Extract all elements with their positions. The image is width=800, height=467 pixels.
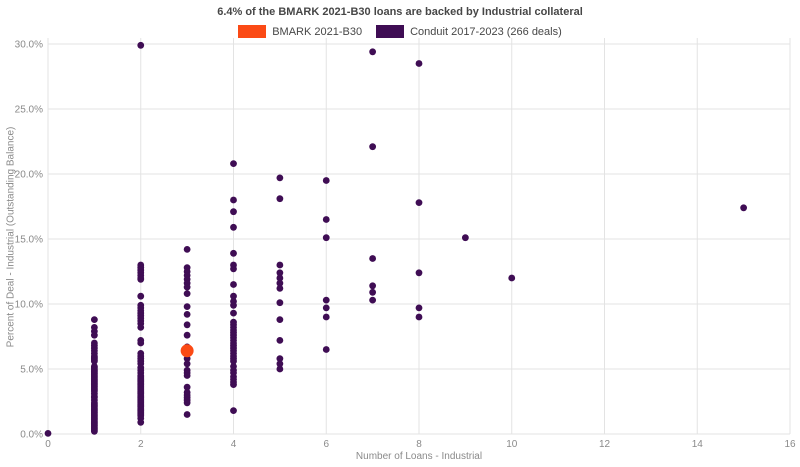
conduit-data-point[interactable] <box>137 324 145 331</box>
conduit-data-point[interactable] <box>369 282 377 290</box>
conduit-data-point[interactable] <box>322 346 330 353</box>
x-tick-label: 8 <box>416 439 422 450</box>
conduit-data-point[interactable] <box>137 292 145 300</box>
legend: BMARK 2021-B30 Conduit 2017-2023 (266 de… <box>0 25 800 38</box>
y-tick-label: 30.0% <box>15 40 43 51</box>
conduit-data-point[interactable] <box>369 48 377 56</box>
conduit-data-point[interactable] <box>322 234 330 242</box>
conduit-data-point[interactable] <box>415 269 423 277</box>
conduit-data-point[interactable] <box>137 41 145 49</box>
conduit-data-point[interactable] <box>183 360 191 368</box>
conduit-data-point[interactable] <box>137 418 145 426</box>
conduit-data-point[interactable] <box>415 313 423 321</box>
x-tick-label: 12 <box>599 439 611 450</box>
legend-item-bmark[interactable]: BMARK 2021-B30 <box>238 25 362 38</box>
legend-label-conduit: Conduit 2017-2023 (266 deals) <box>410 25 562 38</box>
conduit-data-point[interactable] <box>369 255 377 262</box>
conduit-data-point[interactable] <box>322 177 330 184</box>
conduit-data-point[interactable] <box>183 321 191 329</box>
conduit-data-point[interactable] <box>230 407 237 414</box>
y-tick-label: 5.0% <box>20 365 43 376</box>
legend-label-bmark: BMARK 2021-B30 <box>272 25 363 38</box>
conduit-data-point[interactable] <box>230 301 237 309</box>
conduit-data-point[interactable] <box>230 381 237 388</box>
conduit-data-point[interactable] <box>137 275 145 283</box>
conduit-data-point[interactable] <box>276 285 284 292</box>
conduit-data-point[interactable] <box>183 383 191 391</box>
conduit-data-point[interactable] <box>461 234 469 242</box>
conduit-data-point[interactable] <box>276 279 284 287</box>
conduit-data-point[interactable] <box>276 355 284 362</box>
x-tick-label: 16 <box>784 439 796 450</box>
conduit-data-point[interactable] <box>276 299 284 307</box>
conduit-data-point[interactable] <box>369 288 377 296</box>
conduit-data-point[interactable] <box>183 411 191 418</box>
conduit-data-point[interactable] <box>183 290 191 297</box>
chart-title: 6.4% of the BMARK 2021-B30 loans are bac… <box>217 6 583 18</box>
conduit-data-point[interactable] <box>183 372 191 379</box>
conduit-data-point[interactable] <box>90 428 98 435</box>
conduit-data-point[interactable] <box>369 143 377 151</box>
conduit-data-point[interactable] <box>322 304 330 312</box>
conduit-data-point[interactable] <box>322 216 330 223</box>
conduit-data-point[interactable] <box>44 429 52 437</box>
x-tick-label: 2 <box>138 439 144 450</box>
conduit-data-point[interactable] <box>508 274 516 282</box>
x-tick-label: 10 <box>506 439 518 450</box>
conduit-data-point[interactable] <box>137 339 145 347</box>
conduit-data-point[interactable] <box>415 199 423 207</box>
conduit-data-point[interactable] <box>740 204 748 212</box>
y-tick-label: 15.0% <box>15 235 43 246</box>
conduit-data-point[interactable] <box>276 316 284 323</box>
conduit-data-point[interactable] <box>322 313 330 321</box>
conduit-data-point[interactable] <box>183 303 191 310</box>
conduit-data-point[interactable] <box>276 274 284 282</box>
conduit-data-point[interactable] <box>276 195 284 203</box>
conduit-data-point[interactable] <box>90 331 98 339</box>
bmark-data-point[interactable] <box>180 344 194 358</box>
conduit-data-point[interactable] <box>183 331 191 339</box>
y-tick-label: 20.0% <box>15 170 43 181</box>
conduit-data-point[interactable] <box>230 223 237 231</box>
x-tick-label: 6 <box>323 439 329 450</box>
conduit-data-point[interactable] <box>230 160 237 168</box>
x-tick-label: 14 <box>692 439 704 450</box>
conduit-data-point[interactable] <box>230 292 237 300</box>
conduit-data-point[interactable] <box>276 360 284 368</box>
x-tick-label: 0 <box>45 439 51 450</box>
conduit-data-point[interactable] <box>230 265 237 273</box>
y-tick-label: 25.0% <box>15 105 43 116</box>
conduit-data-point[interactable] <box>230 196 237 204</box>
conduit-data-point[interactable] <box>183 399 191 407</box>
conduit-data-point[interactable] <box>276 269 284 277</box>
x-tick-label: 4 <box>231 439 237 450</box>
conduit-data-point[interactable] <box>230 249 237 257</box>
conduit-data-point[interactable] <box>322 296 330 304</box>
conduit-data-point[interactable] <box>230 208 237 216</box>
conduit-data-point[interactable] <box>415 60 423 67</box>
conduit-data-point[interactable] <box>276 337 284 344</box>
conduit-data-point[interactable] <box>230 357 237 365</box>
conduit-data-point[interactable] <box>369 296 377 304</box>
y-tick-label: 10.0% <box>15 300 43 311</box>
conduit-data-point[interactable] <box>230 281 237 288</box>
conduit-data-point[interactable] <box>276 174 284 182</box>
conduit-data-point[interactable] <box>276 261 284 269</box>
legend-swatch-bmark <box>238 25 267 38</box>
legend-item-conduit[interactable]: Conduit 2017-2023 (266 deals) <box>376 25 562 38</box>
legend-swatch-conduit <box>376 25 405 38</box>
conduit-data-point[interactable] <box>183 311 191 318</box>
y-tick-label: 0.0% <box>20 430 43 441</box>
conduit-data-point[interactable] <box>183 246 191 253</box>
conduit-data-point[interactable] <box>183 283 191 291</box>
conduit-data-point[interactable] <box>230 309 237 317</box>
conduit-data-point[interactable] <box>415 304 423 312</box>
conduit-data-point[interactable] <box>90 357 98 365</box>
y-axis-title-text: Percent of Deal - Industrial (Outstandin… <box>5 126 17 348</box>
conduit-data-point[interactable] <box>90 316 98 323</box>
conduit-data-point[interactable] <box>276 365 284 373</box>
x-axis-title: Number of Loans - Industrial <box>355 451 483 462</box>
